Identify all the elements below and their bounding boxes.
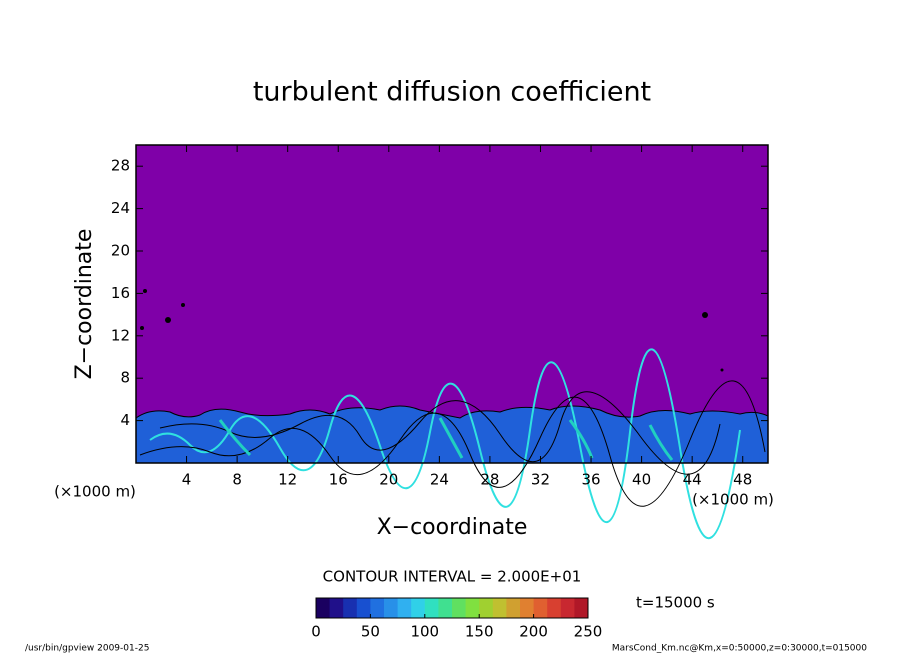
y-tick-label: 20 xyxy=(111,242,130,260)
plot-frame xyxy=(135,144,769,464)
colorbar-cell xyxy=(424,598,439,618)
colorbar-cell xyxy=(547,598,562,618)
y-tick-label: 8 xyxy=(120,369,130,387)
colorbar-cell xyxy=(465,598,480,618)
x-tick-label: 48 xyxy=(733,471,752,489)
colorbar-tick-label: 50 xyxy=(361,623,380,641)
x-tick-label: 40 xyxy=(632,471,651,489)
colorbar-cell xyxy=(316,598,331,618)
colorbar-cell xyxy=(411,598,426,618)
x-tick-label: 12 xyxy=(278,471,297,489)
y-tick-label: 4 xyxy=(120,411,130,429)
y-unit-label: (×1000 m) xyxy=(54,483,136,501)
contour-interval: CONTOUR INTERVAL = 2.000E+01 xyxy=(323,568,582,586)
colorbar-cell xyxy=(452,598,467,618)
x-tick-label: 28 xyxy=(480,471,499,489)
colorbar-cell xyxy=(384,598,399,618)
colorbar-cell xyxy=(356,598,371,618)
y-tick-label: 28 xyxy=(111,157,130,175)
colorbar-cell xyxy=(397,598,412,618)
colorbar-frame xyxy=(315,597,589,619)
chart-title: turbulent diffusion coefficient xyxy=(253,77,651,108)
time-label: t=15000 s xyxy=(636,594,715,612)
colorbar-cell xyxy=(343,598,358,618)
y-axis-label: Z−coordinate xyxy=(72,229,97,380)
x-tick-label: 20 xyxy=(379,471,398,489)
x-tick-label: 24 xyxy=(430,471,449,489)
colorbar-cell xyxy=(574,598,589,618)
turbulent-layer xyxy=(135,289,769,540)
x-tick-label: 4 xyxy=(182,471,192,489)
footer-right: MarsCond_Km.nc@Km,x=0:50000,z=0:30000,t=… xyxy=(612,644,867,654)
colorbar-tick-label: 100 xyxy=(410,623,439,641)
colorbar-cell xyxy=(329,598,344,618)
y-tick-label: 12 xyxy=(111,326,130,344)
x-axis-label: X−coordinate xyxy=(377,515,528,540)
colorbar-cell xyxy=(533,598,548,618)
footer-left: /usr/bin/gpview 2009-01-25 xyxy=(25,644,149,654)
x-tick-label: 36 xyxy=(581,471,600,489)
x-tick-label: 16 xyxy=(329,471,348,489)
colorbar-tick-label: 200 xyxy=(519,623,548,641)
x-unit-label: (×1000 m) xyxy=(692,491,774,509)
colorbar-tick-label: 250 xyxy=(574,623,603,641)
colorbar-cell xyxy=(438,598,453,618)
x-tick-label: 8 xyxy=(232,471,242,489)
colorbar-cell xyxy=(560,598,575,618)
y-tick-label: 24 xyxy=(111,199,130,217)
y-tick-label: 16 xyxy=(111,284,130,302)
colorbar-cell xyxy=(479,598,494,618)
colorbar-cell xyxy=(520,598,535,618)
colorbar-cell xyxy=(370,598,385,618)
x-tick-label: 44 xyxy=(683,471,702,489)
colorbar-cell xyxy=(506,598,521,618)
colorbar-tick-label: 150 xyxy=(465,623,494,641)
colorbar-cell xyxy=(492,598,507,618)
colorbar-tick-label: 0 xyxy=(311,623,321,641)
x-tick-label: 32 xyxy=(531,471,550,489)
